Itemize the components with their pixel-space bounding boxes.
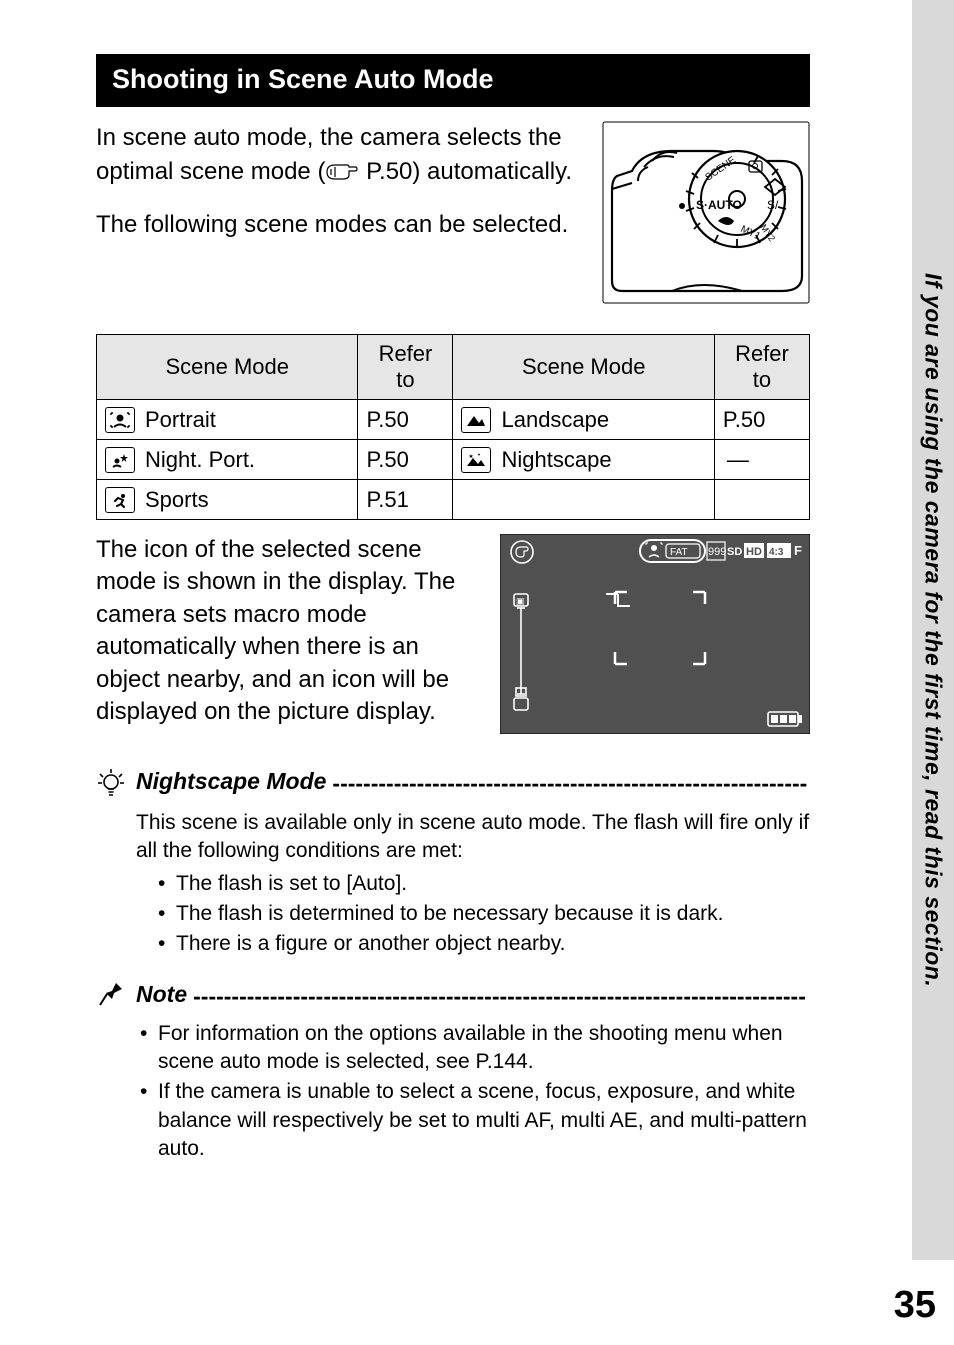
dash-line [193,986,810,1002]
tip-heading-row: Nightscape Mode [96,768,810,803]
table-row: Sports P.51 [97,480,810,520]
intro-p2: The following scene modes can be selecte… [96,208,584,242]
intro-p1: In scene auto mode, the camera selects t… [96,121,584,188]
mode-label: Landscape [501,407,609,433]
mode-label: Portrait [145,407,216,433]
intro-row: In scene auto mode, the camera selects t… [96,121,810,304]
mode-cell: Night. Port. [105,447,349,473]
svg-text:F: F [794,543,802,558]
mode-label: Night. Port. [145,447,255,473]
note-bullet: For information on the options available… [136,1020,810,1077]
refer-cell: P.50 [714,400,809,440]
mode-cell: Portrait [105,407,349,433]
th-scene-mode-1: Scene Mode [97,335,358,400]
svg-text:SD: SD [727,546,742,558]
scene-mode-table: Scene Mode Refer to Scene Mode Refer to … [96,334,810,520]
note-bullet: If the camera is unable to select a scen… [136,1078,810,1163]
sports-icon [105,487,135,513]
tip-bullet: There is a figure or another object near… [154,930,810,958]
empty-cell [714,480,809,520]
svg-text:S·AUTO: S·AUTO [696,198,742,212]
tip-heading: Nightscape Mode [136,768,326,795]
svg-text:S/: S/ [767,198,779,212]
lightbulb-icon [96,768,136,803]
hand-point-icon [325,161,359,183]
th-refer-2: Refer to [714,335,809,400]
landscape-icon [461,407,491,433]
tip-bullet: The flash is determined to be necessary … [154,900,810,928]
mode-label: Nightscape [501,447,611,473]
note-pin-icon [96,981,136,1014]
night-portrait-icon [105,447,135,473]
empty-cell [453,480,714,520]
body-row: The icon of the selected scene mode is s… [96,534,810,734]
svg-text:999: 999 [708,546,726,558]
tip-lead: This scene is available only in scene au… [136,811,809,862]
svg-text:HD: HD [746,546,762,558]
intro-text: In scene auto mode, the camera selects t… [96,121,584,262]
mode-cell: Nightscape [461,447,705,473]
mode-label: Sports [145,487,209,513]
note-heading-row: Note [96,981,810,1014]
page-number: 35 [894,1284,936,1327]
refer-cell: P.51 [358,480,453,520]
mode-cell: Sports [105,487,349,513]
dash-line [332,773,810,789]
mode-cell: Landscape [461,407,705,433]
page-content: Shooting in Scene Auto Mode In scene aut… [0,0,880,1163]
table-row: Portrait P.50 Landscape P.50 [97,400,810,440]
mode-dial-figure: SCENE S·AUTO S/ MY1 MY2 [602,121,810,304]
note-body: For information on the options available… [136,1020,810,1164]
svg-text:▣: ▣ [516,596,525,606]
th-refer-1: Refer to [358,335,453,400]
body-text: The icon of the selected scene mode is s… [96,534,472,728]
th-scene-mode-2: Scene Mode [453,335,714,400]
section-heading: Shooting in Scene Auto Mode [96,54,810,107]
nightscape-icon [461,447,491,473]
tip-bullet: The flash is set to [Auto]. [154,870,810,898]
note-heading: Note [136,981,187,1008]
table-row: Night. Port. P.50 Nightscape — [97,440,810,480]
lcd-preview-figure: FAT 999 SD HD 4:3 F ▣ [500,534,810,734]
side-tab-text: If you are using the camera for the firs… [920,273,947,987]
portrait-icon [105,407,135,433]
refer-cell: P.50 [358,400,453,440]
side-tab: If you are using the camera for the firs… [912,0,954,1260]
refer-cell: P.50 [358,440,453,480]
intro-p1b: P.50) automatically. [359,158,572,185]
svg-text:4:3: 4:3 [769,547,784,558]
refer-cell: — [714,440,809,480]
svg-text:FAT: FAT [670,547,688,558]
tip-body: This scene is available only in scene au… [136,809,810,959]
